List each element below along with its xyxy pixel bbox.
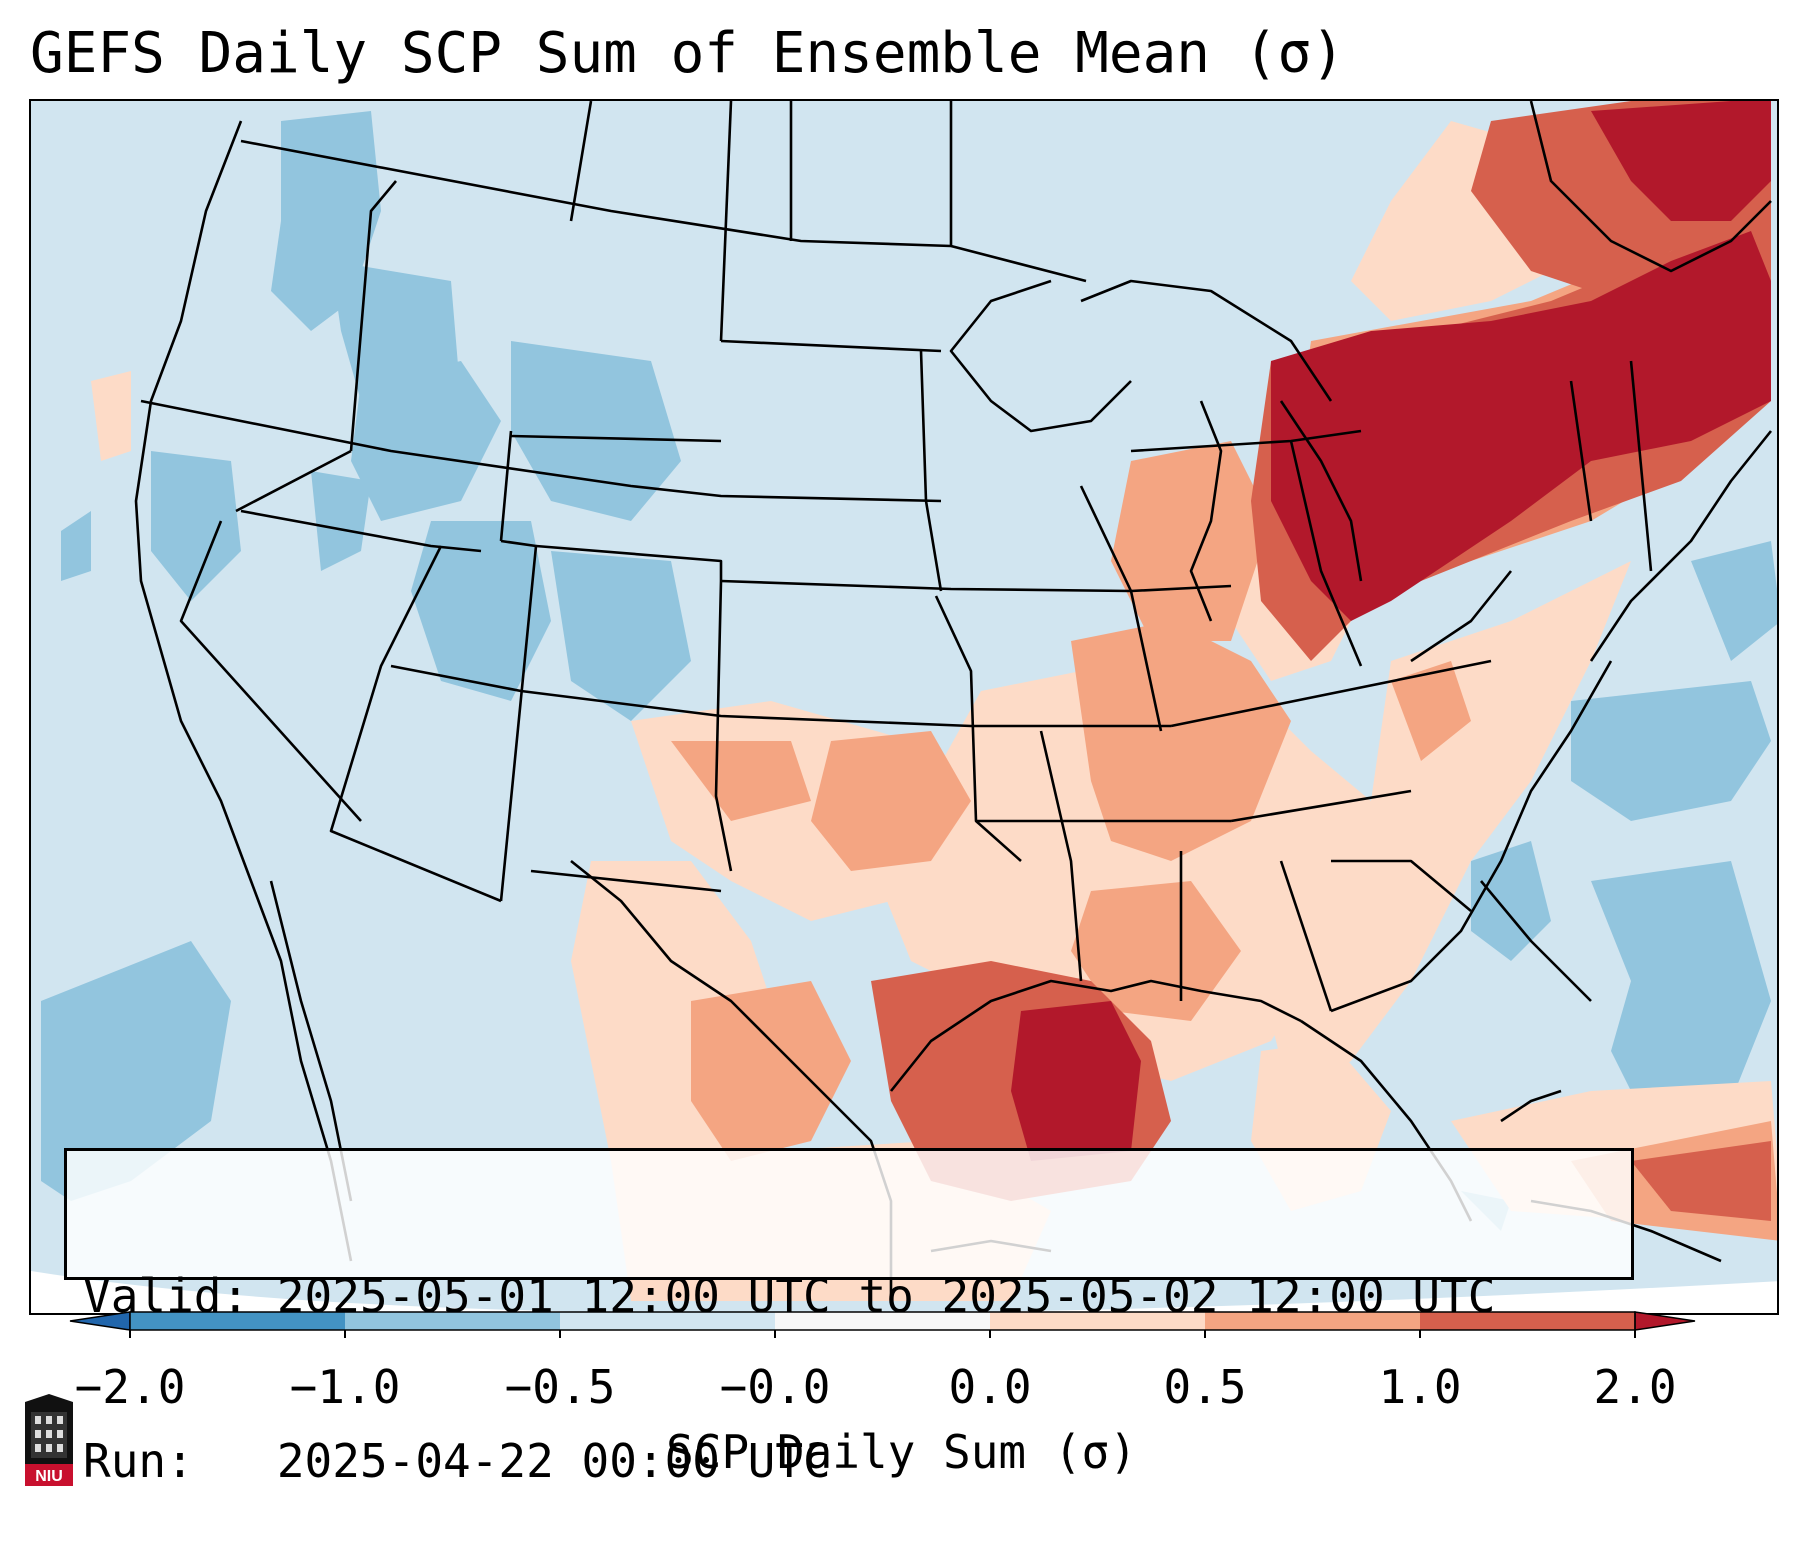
negative-anomaly-patches xyxy=(41,111,1777,1231)
colorbar-tick-label: 2.0 xyxy=(1593,1360,1677,1414)
colorbar-tick-label: 0.0 xyxy=(948,1360,1032,1414)
colorbar-tick-label: −0.0 xyxy=(719,1360,831,1414)
colorbar-under-arrow xyxy=(69,1311,131,1331)
colorbar-segment xyxy=(775,1312,990,1330)
map-title: GEFS Daily SCP Sum of Ensemble Mean (σ) xyxy=(30,21,1345,86)
colorbar-segment xyxy=(345,1312,560,1330)
colorbar-tick-label: −2.0 xyxy=(74,1360,186,1414)
run-time-text: Run: 2025-04-22 00:00 UTC xyxy=(83,1434,831,1488)
coastlines xyxy=(134,101,1773,1301)
colorbar-outline xyxy=(129,1311,1636,1331)
colorbar-segment xyxy=(1205,1312,1420,1330)
colorbar-tick-label: 0.5 xyxy=(1163,1360,1247,1414)
projection-edge xyxy=(31,1271,1777,1313)
niu-logo-text: NIU xyxy=(35,1468,63,1485)
niu-logo-icon: NIU xyxy=(25,1394,73,1486)
colorbar-over-arrow xyxy=(1634,1311,1696,1331)
conus-scp-map xyxy=(31,101,1777,1313)
state-borders xyxy=(140,101,1653,1012)
map-panel xyxy=(29,99,1779,1315)
colorbar-tick-label: −0.5 xyxy=(504,1360,616,1414)
colorbar-tick-label: −1.0 xyxy=(289,1360,401,1414)
extreme-positive-patches xyxy=(1011,101,1771,1161)
colorbar-segment xyxy=(990,1312,1205,1330)
colorbar-label: SCP Daily Sum (σ) xyxy=(666,1425,1137,1479)
colorbar-segment xyxy=(130,1312,345,1330)
colorbar-tick-label: 1.0 xyxy=(1378,1360,1462,1414)
colorbar-segment xyxy=(1420,1312,1635,1330)
colorbar-segment xyxy=(560,1312,775,1330)
valid-run-info-box: Valid: 2025-05-01 12:00 UTC to 2025-05-0… xyxy=(64,1148,1634,1488)
colorbar xyxy=(69,1311,1696,1338)
